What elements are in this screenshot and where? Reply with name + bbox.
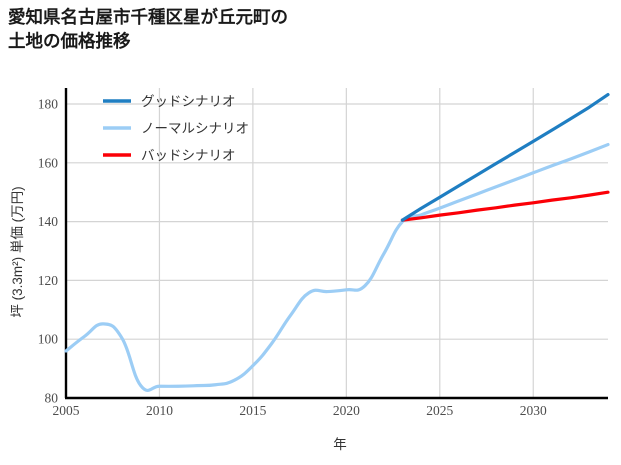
series-line: [400, 190, 610, 222]
x-tick-label: 2005: [53, 403, 80, 418]
y-tick-label: 180: [38, 97, 59, 112]
y-axis-title: 坪 (3.3m²) 単価 (万円): [10, 186, 25, 317]
series-line: [400, 92, 610, 222]
y-tick-label: 140: [38, 214, 59, 229]
x-tick-label: 2015: [239, 403, 266, 418]
x-axis-tick-labels: 2005 2010 2015 2020 2025 2030: [53, 403, 547, 418]
x-tick-label: 2020: [333, 403, 360, 418]
data-series-group: [64, 92, 610, 393]
y-tick-label: 120: [38, 273, 59, 288]
page-title: 愛知県名古屋市千種区星が丘元町の 土地の価格推移: [8, 7, 288, 51]
x-tick-label: 2010: [146, 403, 173, 418]
legend-label: グッドシナリオ: [141, 94, 236, 109]
series-line: [64, 142, 610, 393]
y-tick-label: 80: [45, 391, 59, 406]
axis-lines: [64, 88, 608, 400]
legend-label: バッドシナリオ: [141, 148, 236, 163]
y-tick-label: 160: [38, 155, 59, 170]
x-tick-label: 2025: [426, 403, 453, 418]
x-axis-title: 年: [333, 437, 347, 452]
y-tick-label: 100: [38, 332, 59, 347]
legend-label: ノーマルシナリオ: [141, 121, 249, 136]
x-tick-label: 2030: [520, 403, 547, 418]
y-axis-tick-labels: 80 100 120 140 160 180: [38, 97, 59, 406]
